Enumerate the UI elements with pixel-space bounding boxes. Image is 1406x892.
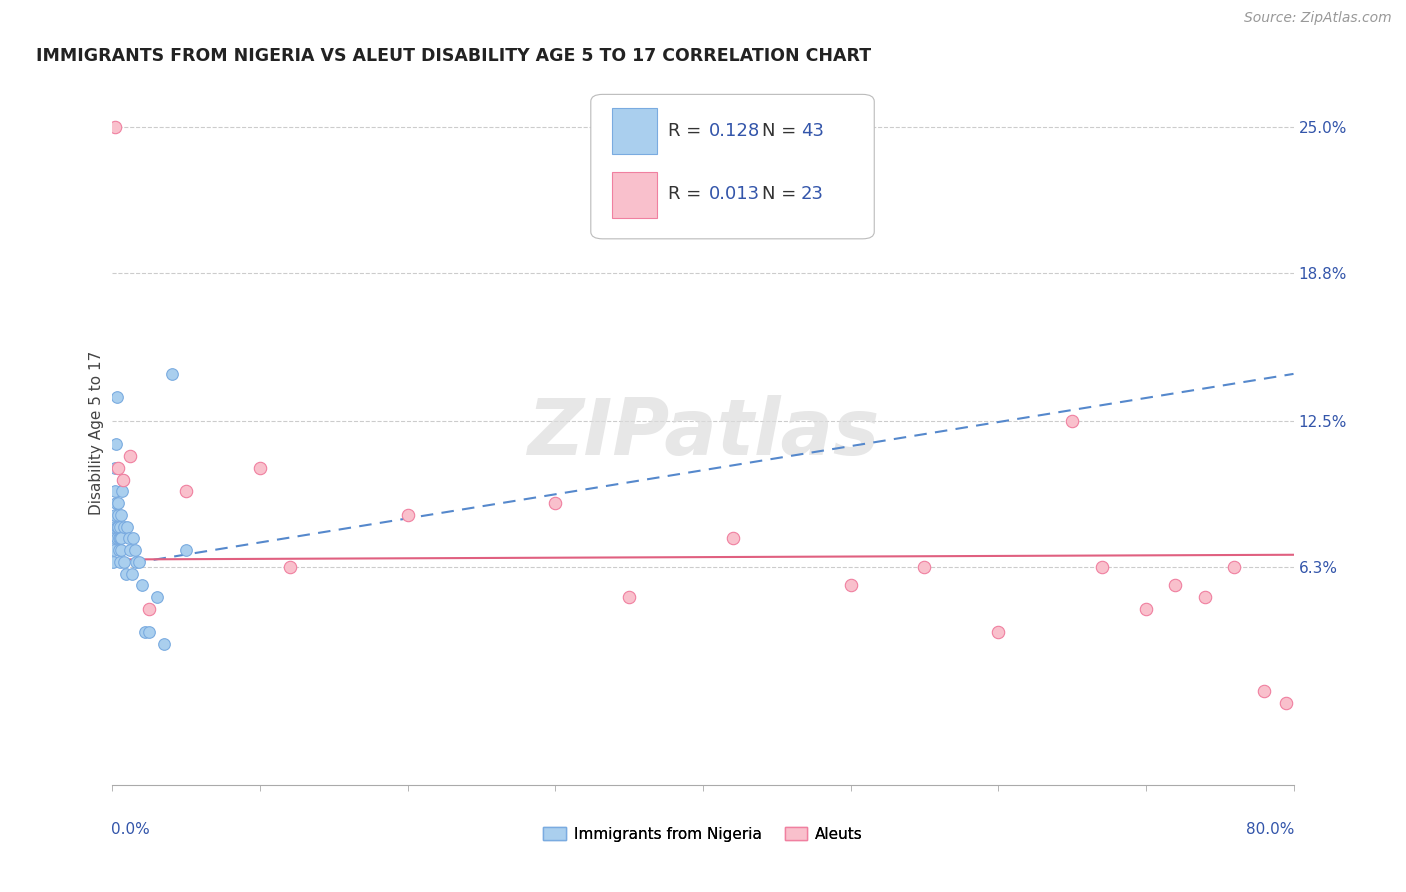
Point [105, 391, 128, 405]
Text: IMMIGRANTS FROM NIGERIA VS ALEUT DISABILITY AGE 5 TO 17 CORRELATION CHART: IMMIGRANTS FROM NIGERIA VS ALEUT DISABIL… [35, 47, 870, 65]
Point [1135, 602, 1157, 616]
Point [153, 637, 176, 651]
Point [160, 367, 183, 381]
Point [131, 578, 153, 592]
Point [134, 625, 156, 640]
Text: 0.013: 0.013 [709, 186, 761, 203]
Point [174, 543, 197, 558]
Point [1253, 684, 1275, 698]
Point [103, 532, 125, 546]
Point [1275, 696, 1298, 710]
Point [111, 473, 134, 487]
Point [104, 461, 127, 475]
Text: Source: ZipAtlas.com: Source: ZipAtlas.com [1244, 12, 1392, 25]
Point [111, 473, 134, 487]
Point [103, 519, 125, 533]
Point [107, 543, 129, 558]
Point [104, 508, 127, 522]
Point [839, 578, 862, 592]
Point [110, 508, 132, 522]
Point [174, 484, 197, 499]
Point [107, 519, 129, 533]
Text: 80.0%: 80.0% [1246, 822, 1295, 838]
Point [987, 625, 1010, 640]
Point [124, 543, 146, 558]
Point [1223, 559, 1246, 574]
Point [118, 532, 141, 546]
Text: N =: N = [762, 122, 796, 140]
Point [108, 519, 131, 533]
Legend: Immigrants from Nigeria, Aleuts: Immigrants from Nigeria, Aleuts [537, 821, 869, 847]
Point [619, 590, 641, 604]
Point [249, 461, 271, 475]
Point [107, 461, 129, 475]
Point [107, 496, 129, 510]
Text: R =: R = [668, 186, 700, 203]
Point [396, 508, 419, 522]
Text: 43: 43 [801, 122, 824, 140]
Point [1194, 590, 1216, 604]
Point [104, 120, 127, 135]
Point [104, 496, 127, 510]
Point [120, 543, 142, 558]
Text: N =: N = [762, 186, 796, 203]
Point [138, 602, 160, 616]
Point [112, 519, 135, 533]
Y-axis label: Disability Age 5 to 17: Disability Age 5 to 17 [89, 351, 104, 515]
Point [103, 543, 125, 558]
Point [103, 555, 125, 569]
Point [1062, 414, 1084, 428]
Point [105, 532, 128, 546]
Point [104, 484, 127, 499]
Point [105, 519, 128, 533]
Point [112, 555, 135, 569]
Point [1091, 559, 1114, 574]
Point [278, 559, 301, 574]
Text: 23: 23 [801, 186, 824, 203]
Text: ZIPatlas: ZIPatlas [527, 394, 879, 471]
Point [146, 590, 169, 604]
Point [121, 566, 143, 581]
Point [108, 555, 131, 569]
Point [107, 508, 129, 522]
Text: 0.0%: 0.0% [111, 822, 150, 838]
Point [110, 543, 132, 558]
FancyBboxPatch shape [591, 95, 875, 239]
Point [111, 484, 134, 499]
Point [120, 449, 142, 463]
Point [138, 625, 160, 640]
Point [914, 559, 936, 574]
Point [128, 555, 150, 569]
FancyBboxPatch shape [612, 172, 657, 218]
Point [110, 532, 132, 546]
Point [105, 437, 128, 451]
Point [1164, 578, 1187, 592]
Point [544, 496, 567, 510]
Point [122, 532, 145, 546]
Point [721, 532, 744, 546]
Point [117, 519, 138, 533]
Point [108, 532, 131, 546]
Text: 0.128: 0.128 [709, 122, 761, 140]
Point [108, 532, 131, 546]
FancyBboxPatch shape [612, 109, 657, 154]
Point [114, 566, 136, 581]
Text: R =: R = [668, 122, 700, 140]
Point [125, 555, 148, 569]
